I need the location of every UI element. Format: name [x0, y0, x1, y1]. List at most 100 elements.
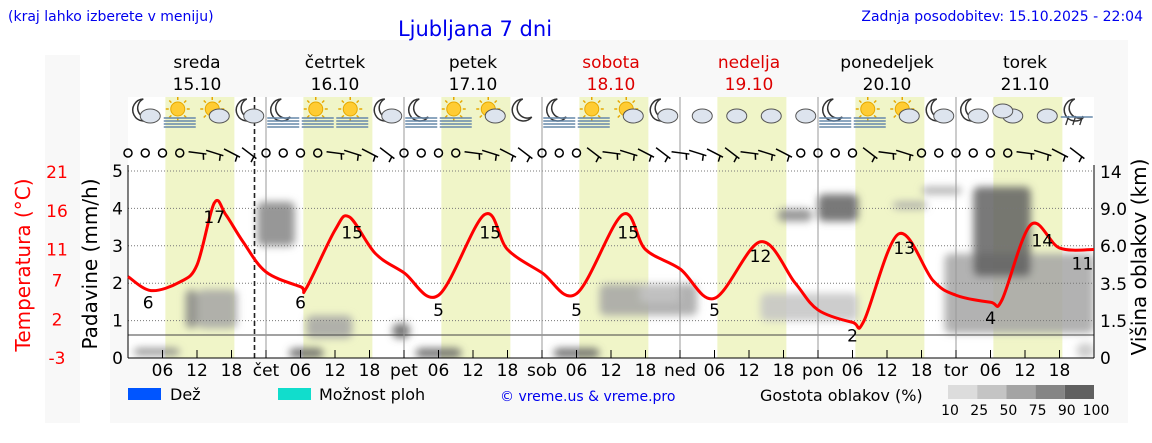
- wind-shaft: [637, 148, 655, 158]
- day-date: 19.10: [725, 75, 774, 95]
- x-tick-label: 18: [497, 361, 519, 381]
- sun-ray: [893, 114, 897, 119]
- sun-ray: [459, 99, 463, 104]
- cloud-icon: [795, 108, 817, 124]
- wind-barb-icon: [517, 147, 533, 163]
- wind-barb-icon: [619, 149, 638, 161]
- moon-icon: [822, 98, 843, 122]
- sun-ray: [908, 99, 912, 104]
- wind-calm-icon: [123, 148, 133, 158]
- cloud-icon: [898, 108, 920, 124]
- day-name: torek: [1003, 53, 1047, 73]
- sun-fog-icon: [577, 97, 610, 128]
- x-tick-label: 12: [462, 361, 484, 381]
- wind-calm-icon: [313, 148, 323, 158]
- wind-feather: [234, 155, 238, 162]
- wind-feather: [770, 154, 774, 161]
- cloud-blob: [639, 284, 680, 303]
- day-name: petek: [449, 53, 497, 73]
- wind-shaft: [343, 149, 362, 157]
- wind-barb-icon: [586, 147, 602, 163]
- sun-icon: [308, 101, 324, 117]
- moon-fog-icon: [267, 98, 300, 128]
- weather-icons: [132, 97, 1093, 128]
- day-date: 20.10: [863, 75, 912, 95]
- wind-calm-icon: [985, 148, 996, 158]
- wind-shaft: [619, 149, 638, 157]
- x-tick-label: 06: [428, 361, 450, 381]
- x-tick-label: 18: [635, 361, 657, 381]
- moon-fog-icon: [543, 98, 576, 128]
- cloud-height-axis-title: Višina oblakov (km): [1127, 159, 1151, 356]
- x-tick-label: 06: [704, 361, 726, 381]
- day-name: ponedeljek: [840, 53, 934, 73]
- cloud-icon: [760, 108, 782, 124]
- sun-ray: [873, 99, 877, 104]
- wind-feather: [1078, 156, 1083, 163]
- wind-feather: [648, 155, 652, 162]
- day-name: nedelja: [718, 53, 780, 73]
- wind-calm-icon: [968, 148, 978, 158]
- wind-shaft: [586, 147, 602, 160]
- wind-shaft: [688, 149, 707, 157]
- wind-barb-icon: [878, 150, 897, 160]
- cloud-icon: [691, 108, 713, 124]
- moon-icon: [511, 98, 533, 122]
- x-tick-label: tor: [944, 361, 968, 381]
- x-axis: 06 12 18 čet 06 12 18 pet 06 12 18 sob 06 12 18 ned 06 12…: [152, 350, 1070, 381]
- sun-ray: [858, 99, 862, 104]
- wind-feather: [1062, 155, 1066, 162]
- shower-swatch: [278, 388, 311, 400]
- temperature-label: 4: [985, 309, 996, 329]
- x-tick-label: 18: [773, 361, 795, 381]
- wind-calm-icon: [295, 148, 306, 158]
- x-tick-label: 12: [186, 361, 208, 381]
- sun-ray: [494, 99, 498, 104]
- wind-calm-icon: [934, 148, 944, 158]
- wind-barb-icon: [602, 150, 621, 160]
- sun-ray: [632, 99, 636, 104]
- wind-barb-icon: [326, 150, 345, 160]
- temperature-label: 12: [750, 247, 772, 267]
- grid: [127, 97, 1095, 359]
- x-tick-label: 06: [290, 361, 312, 381]
- wind-shaft: [464, 150, 483, 155]
- precipitation-axis-title: Padavine (mm/h): [78, 178, 102, 349]
- moon-cloud-icon: [373, 98, 403, 124]
- precipitation-tick-label: 0: [112, 349, 123, 369]
- wind-barb-icon: [1033, 149, 1052, 161]
- wind-barb-icon: [205, 149, 224, 161]
- wind-feather: [202, 153, 205, 160]
- moon-fog-icon: [819, 98, 852, 128]
- sun-ray: [444, 114, 448, 119]
- rain-legend-label: Dež: [170, 385, 201, 404]
- temperature-line: [127, 198, 1095, 330]
- wind-shaft: [724, 147, 740, 160]
- cloud-blob: [892, 201, 928, 209]
- hint-text[interactable]: (kraj lahko izberete v meniju): [8, 9, 214, 25]
- wind-shaft: [499, 148, 517, 158]
- wind-shaft: [706, 148, 724, 158]
- density-swatch: [948, 385, 978, 399]
- last-updated: Zadnja posodobitev: 15.10.2025 - 22:04: [861, 9, 1143, 25]
- wind-shaft: [481, 149, 500, 157]
- wind-feather: [250, 156, 255, 163]
- cloud-density-scale: 10 25 50 75 90 100: [941, 385, 1109, 419]
- cloud-blob: [289, 348, 324, 358]
- wind-barb-icon: [188, 150, 207, 160]
- sun-ray: [858, 114, 862, 119]
- day-name: četrtek: [305, 53, 366, 73]
- cloud-height-tick-label: 0: [1100, 349, 1111, 369]
- wind-feather: [871, 156, 876, 163]
- wind-calm-icon: [796, 148, 806, 158]
- legend: Dež Možnost ploh © vreme.us & vreme.pro …: [128, 385, 1109, 419]
- precipitation-tick-label: 2: [112, 274, 123, 294]
- wind-shaft: [326, 150, 345, 155]
- x-tick-label: sob: [527, 361, 557, 381]
- x-tick-label: ned: [664, 361, 696, 381]
- credit-link[interactable]: © vreme.us & vreme.pro: [500, 389, 675, 405]
- sun-ray: [597, 99, 601, 104]
- sun-ray: [479, 99, 483, 104]
- temperature-tick-label: 16: [46, 202, 68, 222]
